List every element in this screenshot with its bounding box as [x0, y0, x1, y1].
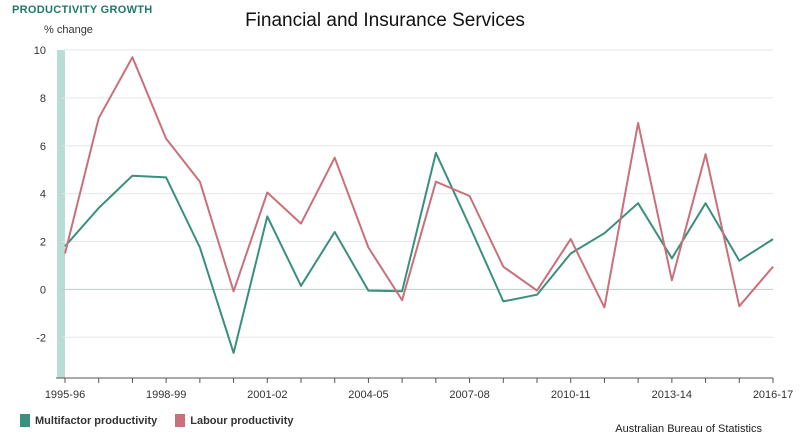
- y-tick-label-6: 6: [40, 141, 46, 153]
- legend-item-multifactor[interactable]: Multifactor productivity: [20, 414, 157, 427]
- legend-item-labour[interactable]: Labour productivity: [175, 414, 294, 427]
- y-axis-band: [57, 50, 65, 378]
- x-tick-label-2016-17: 2016-17: [753, 389, 793, 401]
- legend-label-multifactor: Multifactor productivity: [35, 414, 158, 427]
- source-credit: Australian Bureau of Statistics: [615, 423, 762, 435]
- legend-swatch-multifactor: [20, 414, 30, 427]
- y-tick-label-8: 8: [40, 93, 46, 105]
- legend-label-labour: Labour productivity: [190, 414, 294, 427]
- chart-title: Financial and Insurance Services: [245, 10, 525, 31]
- y-tick-label-10: 10: [34, 45, 46, 57]
- x-tick-label-2010-11: 2010-11: [551, 389, 591, 401]
- x-tick-label-2013-14: 2013-14: [652, 389, 692, 401]
- y-axis-unit-label: % change: [44, 24, 93, 36]
- x-tick-label-2001-02: 2001-02: [247, 389, 287, 401]
- legend: Multifactor productivity Labour producti…: [20, 414, 294, 427]
- series-line-labour: [64, 56, 774, 309]
- x-tick-label-1998-99: 1998-99: [146, 389, 186, 401]
- x-tick-label-2007-08: 2007-08: [449, 389, 489, 401]
- y-tick-label--2: -2: [36, 332, 46, 344]
- x-tick-label-1995-96: 1995-96: [45, 389, 85, 401]
- y-tick-label-4: 4: [40, 189, 46, 201]
- y-tick-label-0: 0: [40, 284, 46, 296]
- section-label: PRODUCTIVITY GROWTH: [12, 4, 153, 16]
- series-line-multifactor: [64, 151, 774, 354]
- x-tick-label-2004-05: 2004-05: [348, 389, 388, 401]
- y-tick-label-2: 2: [40, 237, 46, 249]
- legend-swatch-labour: [175, 414, 186, 427]
